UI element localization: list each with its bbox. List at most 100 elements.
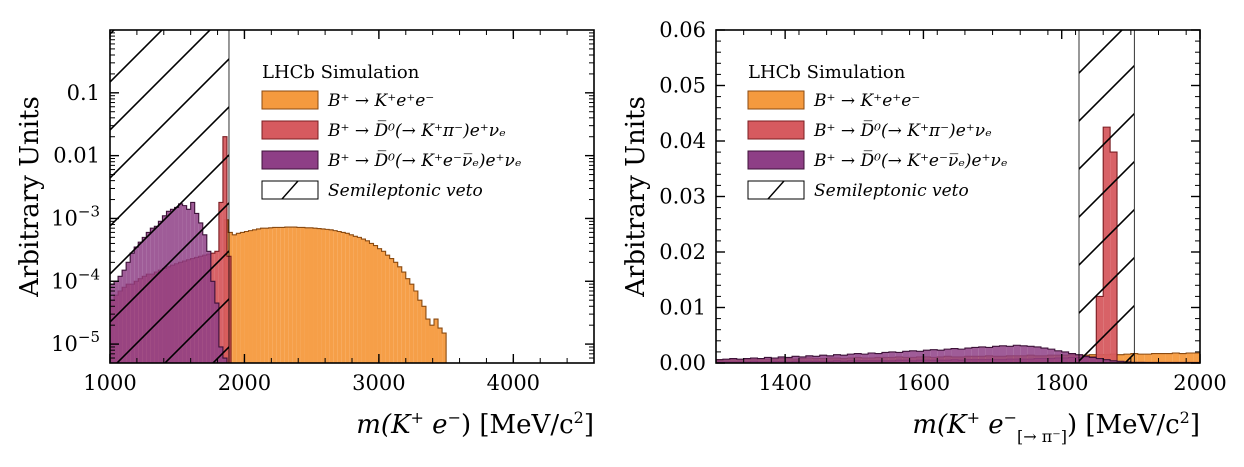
bar-dsl: [799, 357, 806, 363]
legend-title: LHCb Simulation: [262, 62, 420, 83]
bar-signal: [265, 228, 269, 365]
bar-signal: [390, 259, 394, 365]
bar-signal: [430, 325, 434, 365]
bar-signal: [410, 284, 414, 365]
bar-signal: [257, 229, 261, 365]
bar-dsl: [1006, 346, 1013, 363]
y-tick-label: 0.1: [67, 81, 100, 105]
y-tick-label: 0.04: [659, 129, 706, 153]
bar-dsl: [910, 351, 917, 363]
bar-signal: [289, 227, 293, 365]
y-tick-label: 10−4: [51, 265, 100, 293]
bar-dsl: [778, 357, 785, 363]
bar-signal: [1152, 354, 1159, 363]
legend-label-dpi: B⁺ → D̅⁰(→ K⁺π⁻)e⁺νₑ: [327, 120, 506, 141]
legend-label-dsl: B⁺ → D̅⁰(→ K⁺e⁻ν̅ₑ)e⁺νₑ: [327, 150, 521, 171]
bar-signal: [273, 227, 277, 365]
veto-region: [110, 30, 229, 363]
bar-signal: [1193, 353, 1200, 363]
bar-signal: [374, 246, 378, 365]
bar-signal: [313, 228, 317, 365]
bar-signal: [321, 229, 325, 365]
bar-signal: [442, 333, 446, 365]
bar-dpi: [243, 365, 247, 366]
bar-dsl: [834, 355, 841, 363]
bar-signal: [301, 227, 305, 365]
y-tick-label: 0.06: [659, 18, 706, 42]
bar-signal: [297, 227, 301, 365]
bar-signal: [285, 227, 289, 365]
y-tick-label: 0.05: [659, 74, 706, 98]
bar-dsl: [1069, 354, 1076, 363]
y-tick-label: 0.01: [53, 144, 100, 168]
bar-signal: [329, 230, 333, 365]
bar-dsl: [965, 348, 972, 363]
bar-signal: [333, 231, 337, 365]
bar-dsl: [840, 355, 847, 363]
bar-dsl: [820, 355, 827, 363]
bar-dsl: [1048, 349, 1055, 363]
bar-signal: [382, 251, 386, 365]
legend-label-dpi: B⁺ → D̅⁰(→ K⁺π⁻)e⁺νₑ: [813, 120, 992, 141]
legend-swatch-dpi: [262, 121, 318, 139]
bar-signal: [281, 227, 285, 365]
bar-signal: [248, 231, 252, 365]
bar-dsl: [785, 357, 792, 363]
bar-signal: [305, 228, 309, 365]
bar-dsl: [813, 356, 820, 363]
bar-signal: [341, 232, 345, 365]
bar-signal: [1159, 354, 1166, 363]
bar-dsl: [986, 347, 993, 363]
bar-signal: [277, 227, 281, 365]
bar-signal: [357, 237, 361, 365]
bar-signal: [394, 262, 398, 365]
bar-dsl: [999, 346, 1006, 363]
x-tick-label: 2000: [218, 371, 271, 395]
bar-signal: [253, 230, 257, 365]
bar-dsl: [937, 350, 944, 363]
legend-title: LHCb Simulation: [748, 62, 906, 83]
bar-dsl: [972, 347, 979, 363]
bar-signal: [261, 228, 265, 365]
bar-dsl: [903, 351, 910, 363]
bar-dsl: [792, 356, 799, 363]
bar-signal: [1138, 354, 1145, 363]
bar-signal: [232, 235, 236, 365]
bar-dpi: [239, 365, 243, 369]
legend-swatch-dsl: [262, 151, 318, 169]
bar-dsl: [827, 356, 834, 363]
bar-signal: [402, 272, 406, 365]
y-tick-label: 10−3: [51, 202, 100, 230]
bar-signal: [398, 267, 402, 365]
bar-dsl: [979, 347, 986, 363]
legend-label-signal: B⁺ → K⁺e⁺e⁻: [327, 91, 434, 111]
legend-swatch-signal: [262, 91, 318, 109]
bar-signal: [337, 231, 341, 365]
bar-dsl: [958, 349, 965, 363]
bar-signal: [269, 228, 273, 365]
bar-signal: [438, 328, 442, 365]
bar-dsl: [889, 352, 896, 363]
y-tick-label: 0.01: [659, 296, 706, 320]
bar-dsl: [1013, 345, 1020, 363]
bar-dsl: [917, 351, 924, 363]
x-axis-label: m(K+ e−) [MeV/c2]: [356, 408, 594, 440]
bar-signal: [353, 236, 357, 365]
x-tick-label: 1800: [1035, 371, 1088, 395]
bar-dsl: [1027, 346, 1034, 363]
x-axis-label: m(K+ e−[→ π⁻]) [MeV/c2]: [912, 408, 1200, 446]
legend-label-veto: Semileptonic veto: [814, 181, 969, 201]
bar-signal: [325, 229, 329, 365]
bar-signal: [426, 319, 430, 365]
bar-dsl: [806, 356, 813, 363]
bar-dsl: [854, 354, 861, 363]
legend-swatch-signal: [748, 91, 804, 109]
bar-signal: [309, 228, 313, 365]
bar-dsl: [764, 357, 771, 363]
bar-signal: [434, 319, 438, 365]
